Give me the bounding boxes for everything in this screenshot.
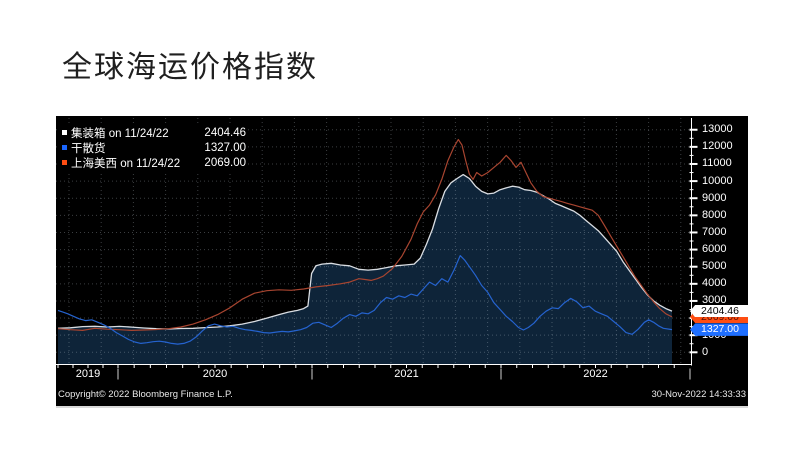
x-axis-year-label: 2020	[202, 368, 228, 380]
y-axis-label: 0	[702, 345, 709, 358]
series-swatch-icon	[62, 160, 67, 165]
legend-value: 1327.00	[204, 141, 246, 154]
y-axis-label: 8000	[702, 208, 727, 221]
y-axis-label: 7000	[702, 225, 727, 238]
series-swatch-icon	[62, 145, 67, 150]
legend-label: 干散货	[71, 142, 106, 155]
chart-plot-area[interactable]	[56, 116, 748, 406]
legend-label: 上海美西 on 11/24/22	[71, 157, 181, 170]
y-axis-label: 5000	[702, 260, 727, 273]
x-axis-year-label: 2021	[394, 368, 419, 380]
series-swatch-icon	[62, 130, 67, 135]
last-price-tag-container-index: 2404.46	[690, 304, 748, 318]
y-axis-label: 12000	[702, 140, 733, 153]
y-axis-label: 4000	[702, 277, 727, 290]
y-axis-label: 10000	[702, 174, 733, 187]
timestamp-text: 30-Nov-2022 14:33:33	[651, 389, 746, 400]
chart-footer: Copyright© 2022 Bloomberg Finance L.P. 3…	[56, 389, 748, 403]
bloomberg-chart-panel: 集装箱 on 11/24/22 2404.46 干散货 1327.00 上海美西…	[56, 116, 748, 408]
legend-label: 集装箱 on 11/24/22	[71, 127, 169, 140]
page-title: 全球海运价格指数	[62, 51, 318, 84]
copyright-text: Copyright© 2022 Bloomberg Finance L.P.	[58, 389, 233, 400]
y-axis-label: 13000	[702, 123, 733, 136]
legend-item-container-index[interactable]: 集装箱 on 11/24/22 2404.46	[60, 125, 246, 140]
y-axis-label: 6000	[702, 243, 727, 256]
y-axis-label: 9000	[702, 191, 727, 204]
chart-legend: 集装箱 on 11/24/22 2404.46 干散货 1327.00 上海美西…	[58, 124, 248, 171]
legend-item-dry-bulk[interactable]: 干散货 1327.00	[60, 140, 246, 155]
x-axis-year-label: 2019	[75, 368, 101, 380]
y-axis-label: 3000	[702, 294, 727, 307]
legend-item-shanghai-uswc[interactable]: 上海美西 on 11/24/22 2069.00	[60, 155, 246, 170]
x-axis-year-label: 2022	[583, 368, 608, 380]
legend-value: 2069.00	[204, 156, 246, 169]
legend-value: 2404.46	[204, 126, 246, 139]
last-price-tag-dry-bulk: 1327.00	[690, 323, 748, 336]
y-axis-label: 11000	[702, 157, 732, 170]
